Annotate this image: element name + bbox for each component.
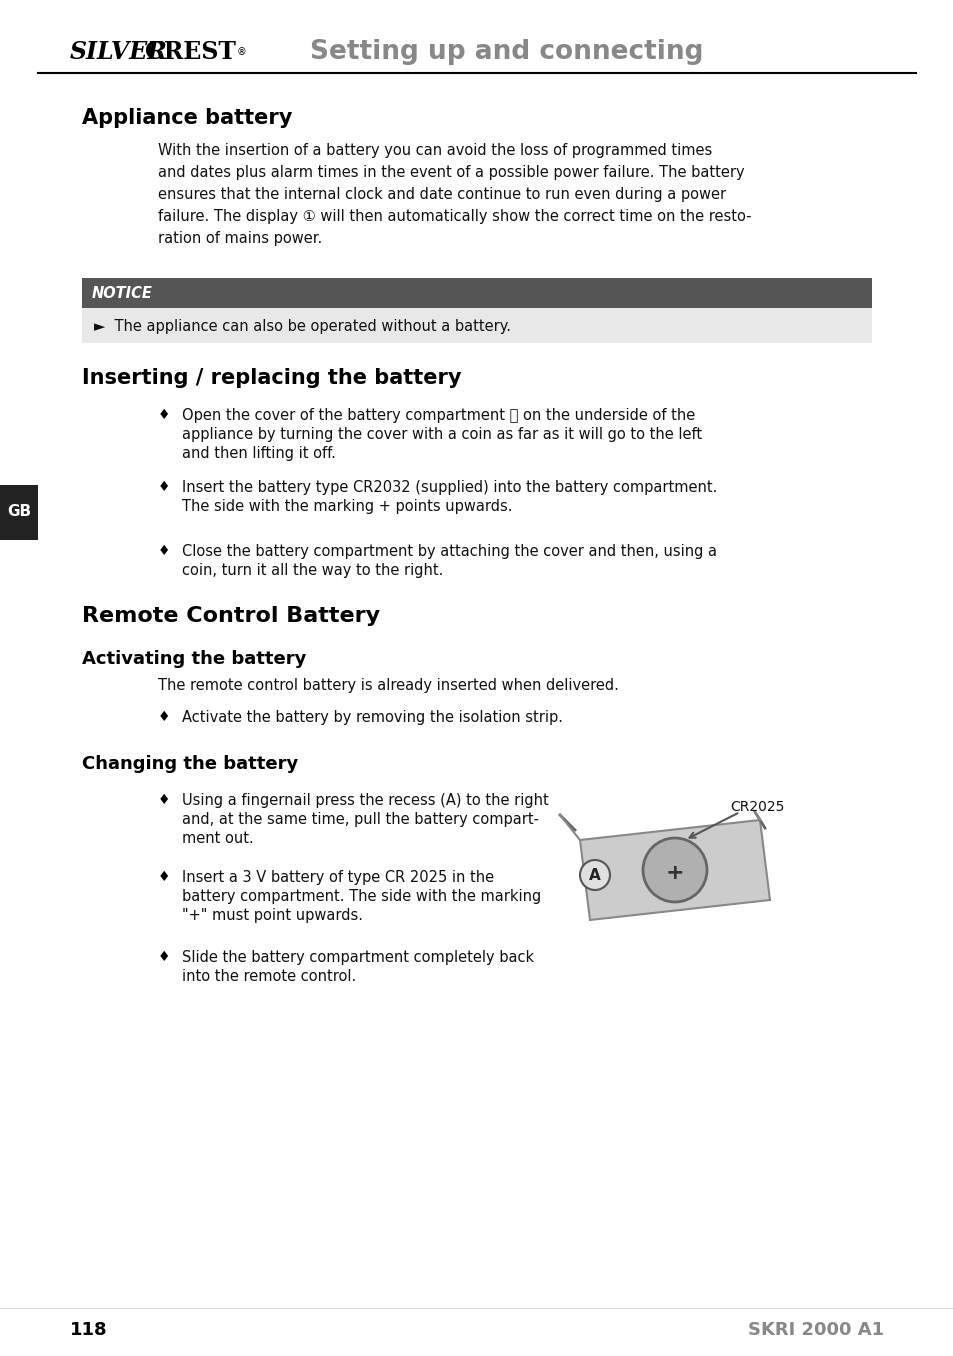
Text: ♦: ♦: [158, 951, 171, 964]
Text: Insert the battery type CR2032 (supplied) into the battery compartment.: Insert the battery type CR2032 (supplied…: [182, 480, 717, 495]
Text: SKRI 2000 A1: SKRI 2000 A1: [747, 1321, 883, 1338]
Text: Setting up and connecting: Setting up and connecting: [310, 39, 702, 65]
Text: +: +: [665, 862, 683, 883]
FancyBboxPatch shape: [82, 278, 871, 308]
Text: ♦: ♦: [158, 408, 171, 422]
Text: Using a fingernail press the recess (A) to the right: Using a fingernail press the recess (A) …: [182, 793, 548, 808]
Text: Remote Control Battery: Remote Control Battery: [82, 606, 379, 626]
Circle shape: [642, 838, 706, 902]
Text: battery compartment. The side with the marking: battery compartment. The side with the m…: [182, 890, 540, 904]
Text: CREST: CREST: [145, 39, 235, 64]
Text: appliance by turning the cover with a coin as far as it will go to the left: appliance by turning the cover with a co…: [182, 427, 701, 442]
Text: into the remote control.: into the remote control.: [182, 970, 355, 984]
Text: SILVER: SILVER: [70, 39, 168, 64]
Text: GB: GB: [7, 504, 31, 519]
Text: NOTICE: NOTICE: [91, 286, 152, 301]
Text: CR2025: CR2025: [729, 800, 783, 814]
Circle shape: [579, 860, 609, 890]
Text: The remote control battery is already inserted when delivered.: The remote control battery is already in…: [158, 678, 618, 693]
Text: failure. The display ① will then automatically show the correct time on the rest: failure. The display ① will then automat…: [158, 209, 751, 224]
Text: Close the battery compartment by attaching the cover and then, using a: Close the battery compartment by attachi…: [182, 544, 717, 559]
Text: A: A: [589, 868, 600, 883]
Text: Slide the battery compartment completely back: Slide the battery compartment completely…: [182, 951, 534, 965]
Text: Activating the battery: Activating the battery: [82, 650, 306, 669]
Text: Inserting / replacing the battery: Inserting / replacing the battery: [82, 367, 461, 388]
FancyBboxPatch shape: [82, 308, 871, 343]
Text: ensures that the internal clock and date continue to run even during a power: ensures that the internal clock and date…: [158, 187, 725, 202]
Text: The side with the marking + points upwards.: The side with the marking + points upwar…: [182, 499, 512, 514]
Text: Appliance battery: Appliance battery: [82, 108, 292, 127]
Text: and, at the same time, pull the battery compart-: and, at the same time, pull the battery …: [182, 812, 538, 827]
Text: ♦: ♦: [158, 871, 171, 884]
FancyBboxPatch shape: [0, 485, 38, 540]
Text: With the insertion of a battery you can avoid the loss of programmed times: With the insertion of a battery you can …: [158, 142, 712, 159]
Text: ®: ®: [236, 47, 247, 57]
Text: ment out.: ment out.: [182, 831, 253, 846]
Text: coin, turn it all the way to the right.: coin, turn it all the way to the right.: [182, 563, 443, 578]
Text: ♦: ♦: [158, 793, 171, 807]
Polygon shape: [579, 820, 769, 919]
Text: and dates plus alarm times in the event of a possible power failure. The battery: and dates plus alarm times in the event …: [158, 165, 744, 180]
Text: ration of mains power.: ration of mains power.: [158, 231, 322, 245]
Text: 118: 118: [70, 1321, 108, 1338]
Text: Insert a 3 V battery of type CR 2025 in the: Insert a 3 V battery of type CR 2025 in …: [182, 871, 494, 885]
Text: and then lifting it off.: and then lifting it off.: [182, 446, 335, 461]
Text: Activate the battery by removing the isolation strip.: Activate the battery by removing the iso…: [182, 711, 562, 725]
Text: ♦: ♦: [158, 711, 171, 724]
Text: ►  The appliance can also be operated without a battery.: ► The appliance can also be operated wit…: [94, 319, 511, 334]
Text: Open the cover of the battery compartment ⑯ on the underside of the: Open the cover of the battery compartmen…: [182, 408, 695, 423]
Text: ♦: ♦: [158, 544, 171, 559]
Text: Changing the battery: Changing the battery: [82, 755, 298, 773]
Text: "+" must point upwards.: "+" must point upwards.: [182, 909, 363, 923]
Text: ♦: ♦: [158, 480, 171, 494]
